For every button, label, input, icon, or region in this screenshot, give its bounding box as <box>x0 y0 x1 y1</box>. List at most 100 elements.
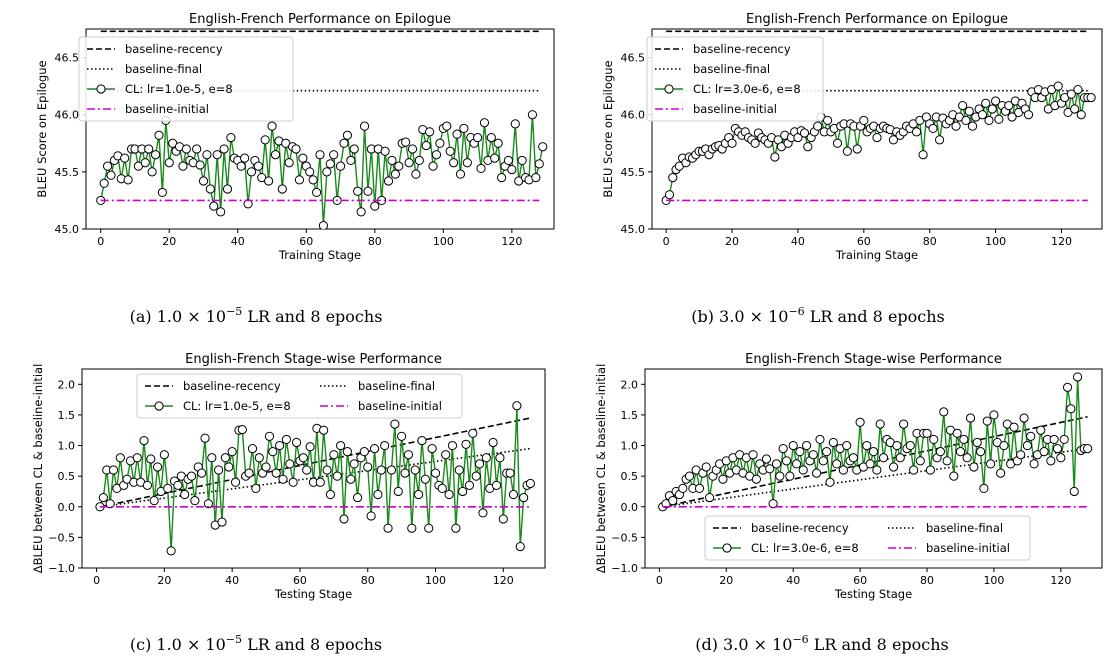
chart-panel-1: English-French Performance on Epilogue 0 2… <box>601 12 1103 326</box>
data-point <box>788 440 798 451</box>
data-point <box>139 436 149 446</box>
data-point <box>322 167 332 177</box>
x-tick-label: 40 <box>231 235 245 248</box>
data-point <box>990 96 1001 106</box>
y-tick-label: 0.0 <box>58 501 76 514</box>
data-point <box>411 169 421 179</box>
data-point <box>1053 81 1063 91</box>
data-point <box>209 201 219 211</box>
data-point <box>798 465 808 475</box>
data-point <box>781 456 792 466</box>
data-point <box>822 115 833 126</box>
caption-exponent: −5 <box>226 305 242 318</box>
data-point <box>435 138 445 148</box>
data-point <box>212 150 222 160</box>
data-point <box>999 440 1009 451</box>
data-point <box>935 447 946 457</box>
data-point <box>955 447 966 457</box>
data-point <box>458 486 468 497</box>
data-point <box>123 175 133 185</box>
y-tick-label: 2.0 <box>621 378 639 391</box>
data-point <box>1083 444 1093 454</box>
data-point <box>387 155 397 166</box>
x-axis-label: Training Stage <box>278 248 361 262</box>
data-point <box>390 419 400 429</box>
data-point <box>488 437 498 448</box>
data-point <box>951 121 961 131</box>
data-point <box>441 450 451 460</box>
data-point <box>989 410 999 420</box>
legend-swatch-marker <box>664 84 674 94</box>
data-point <box>150 150 161 160</box>
data-point <box>1086 92 1096 103</box>
data-point <box>302 465 312 475</box>
data-point <box>958 100 968 111</box>
data-point <box>694 483 705 493</box>
legend: baseline-recency baseline-final CL: lr=3.0… <box>646 36 824 122</box>
legend-box <box>704 515 1031 561</box>
data-point <box>771 459 782 469</box>
x-tick-label: 120 <box>493 574 514 587</box>
caption-exponent: −6 <box>792 633 808 646</box>
data-point <box>132 453 142 463</box>
data-point <box>445 146 455 156</box>
data-point <box>768 499 778 509</box>
x-tick-label: 80 <box>361 574 375 587</box>
legend-label: baseline-initial <box>693 102 777 116</box>
data-point <box>1056 453 1066 463</box>
data-point <box>855 417 865 427</box>
data-point <box>981 98 991 108</box>
data-point <box>380 440 390 451</box>
data-point <box>159 450 169 460</box>
data-point <box>349 144 359 154</box>
data-point <box>668 496 678 506</box>
data-point <box>152 462 163 472</box>
data-point <box>305 442 315 452</box>
data-point <box>975 447 986 457</box>
data-point <box>1016 450 1026 460</box>
data-point <box>942 456 952 466</box>
data-point <box>922 428 932 438</box>
data-point <box>428 161 438 171</box>
data-point <box>403 450 414 460</box>
data-point <box>180 489 190 500</box>
data-point <box>325 159 335 169</box>
panel-caption: (c) 1.0 × 10−5 LR and 8 epochs <box>130 633 382 654</box>
data-point <box>503 155 514 166</box>
legend-box <box>136 373 463 419</box>
data-point <box>237 425 247 435</box>
data-point <box>213 465 224 475</box>
data-point <box>965 413 976 423</box>
data-point <box>888 462 899 472</box>
data-point <box>967 121 978 131</box>
y-axis-label: BLEU Score on Epilogue <box>601 60 615 197</box>
data-point <box>376 465 386 475</box>
data-point <box>1052 444 1063 454</box>
data-point <box>1046 456 1056 466</box>
data-point <box>525 478 536 489</box>
y-tick-label: 46.5 <box>621 52 646 65</box>
data-point <box>393 486 403 497</box>
caption-suffix: LR and 8 epochs <box>805 307 945 326</box>
data-point <box>261 462 271 472</box>
chart-panel-2: English-French Stage-wise Performance 0 20… <box>31 352 546 654</box>
data-point <box>479 118 490 128</box>
data-point <box>346 474 356 484</box>
data-point <box>507 164 517 175</box>
x-tick-label: 60 <box>299 235 313 248</box>
legend: baseline-recency baseline-final CL: lr=1.0… <box>78 36 294 122</box>
data-point <box>318 220 329 229</box>
data-point <box>455 169 466 179</box>
data-point <box>534 159 544 169</box>
data-point <box>490 153 500 163</box>
data-point <box>353 186 363 196</box>
data-point <box>972 437 982 448</box>
data-point <box>481 453 491 463</box>
data-point <box>678 483 688 493</box>
data-point <box>219 144 229 154</box>
data-point <box>251 483 261 493</box>
data-point <box>1073 84 1083 95</box>
data-point <box>322 465 332 475</box>
data-point <box>828 437 838 448</box>
data-point <box>442 121 452 131</box>
